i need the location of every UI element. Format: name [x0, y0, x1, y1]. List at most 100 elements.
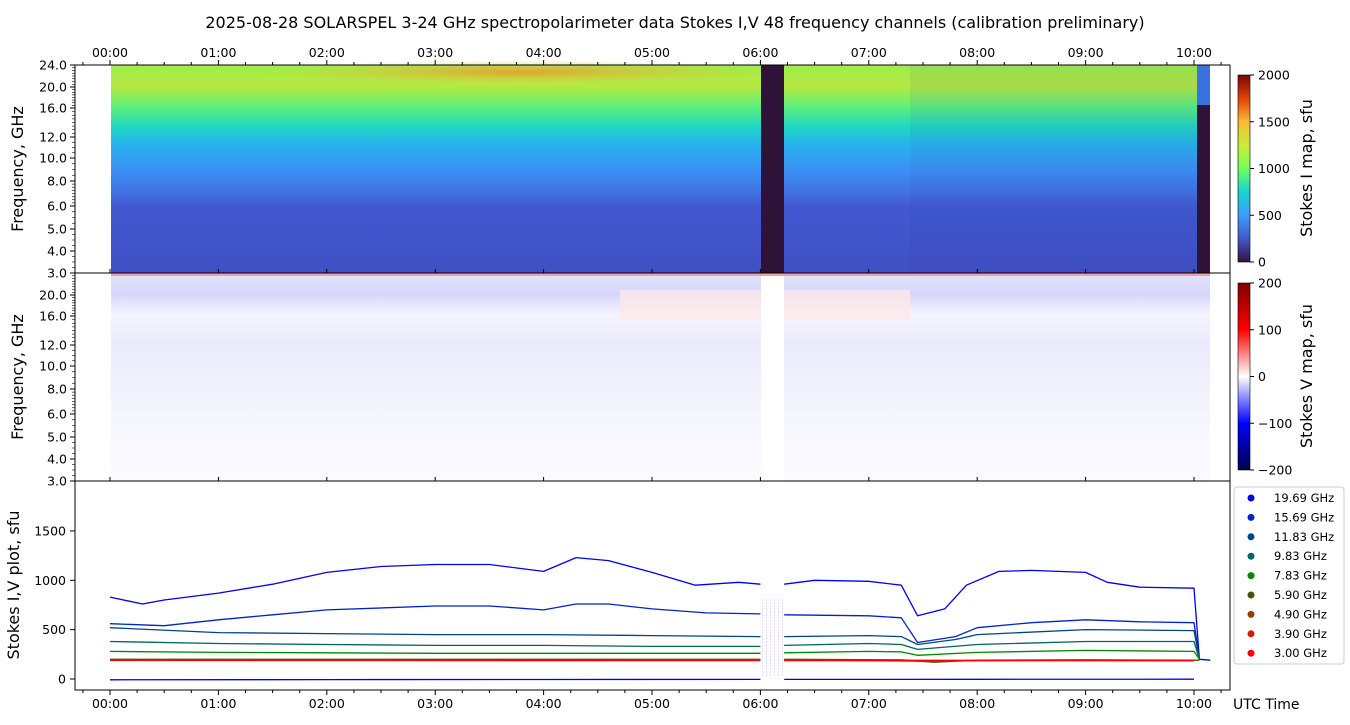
top-x-tick-label: 02:00	[309, 45, 345, 60]
legend-item: 19.69 GHz	[1247, 491, 1334, 505]
colorbar-tick-label: 0	[1258, 369, 1266, 384]
y-tick-label: 10.0	[39, 359, 67, 374]
top-x-tick-label: 09:00	[1068, 45, 1104, 60]
bottom-x-tick-label: 02:00	[309, 696, 345, 711]
top-x-tick-label: 06:00	[742, 45, 778, 60]
y-tick-label: 5.0	[47, 222, 67, 237]
legend-item: 4.90 GHz	[1247, 607, 1327, 621]
top-x-tick-label: 08:00	[959, 45, 995, 60]
legend-marker	[1247, 494, 1255, 502]
top-x-tick-label: 04:00	[526, 45, 562, 60]
y-tick-label: 24.0	[39, 58, 67, 73]
series-line-stokes-v	[109, 678, 1195, 681]
top-x-tick-label: 00:00	[92, 45, 128, 60]
legend-marker	[1247, 572, 1255, 580]
bottom-x-tick-label: 08:00	[959, 696, 995, 711]
legend-marker	[1247, 552, 1255, 560]
y-tick-label: 4.0	[47, 452, 67, 467]
legend-label: 4.90 GHz	[1274, 607, 1327, 621]
y-tick-label: 8.0	[47, 382, 67, 397]
stokes-i-map	[111, 65, 1210, 273]
colorbar-label: Stokes I map, sfu	[1297, 99, 1316, 237]
figure-title: 2025-08-28 SOLARSPEL 3-24 GHz spectropol…	[205, 13, 1144, 32]
stokes-i-enhancement	[260, 60, 780, 84]
stokes-i-heatmap	[74, 60, 1231, 274]
legend-label: 9.83 GHz	[1274, 549, 1327, 563]
colorbar-label: Stokes V map, sfu	[1297, 304, 1316, 448]
y-tick-label: 6.0	[47, 199, 67, 214]
series-line-9-83-ghz	[109, 640, 1201, 660]
y-tick-label: 16.0	[39, 309, 67, 324]
legend-marker	[1247, 630, 1255, 638]
y-tick-label: 0	[58, 672, 66, 687]
legend-label: 5.90 GHz	[1274, 588, 1327, 602]
colorbar-tick-label: 1500	[1258, 114, 1290, 129]
legend-marker	[1247, 513, 1255, 521]
legend-item: 9.83 GHz	[1247, 549, 1327, 563]
x-axis-label: UTC Time	[1233, 697, 1299, 713]
legend-item: 5.90 GHz	[1247, 588, 1327, 602]
y-tick-label: 3.0	[47, 474, 67, 489]
y-tick-label: 10.0	[39, 151, 67, 166]
y-tick-label: 1500	[34, 523, 66, 538]
series-line-15-69-ghz	[109, 603, 1201, 660]
data-gap-stripe	[761, 65, 784, 273]
colorbar-tick-label: 200	[1258, 276, 1282, 291]
top-x-tick-label: 03:00	[417, 45, 453, 60]
bottom-x-tick-label: 03:00	[417, 696, 453, 711]
y-tick-label: 3.0	[47, 266, 67, 281]
end-stripe-top	[1197, 65, 1210, 105]
legend-box	[1233, 486, 1345, 665]
bottom-x-tick-label: 10:00	[1176, 696, 1212, 711]
end-stripe	[1197, 105, 1210, 273]
top-x-tick-label: 07:00	[851, 45, 887, 60]
legend-label: 3.90 GHz	[1274, 627, 1327, 641]
bottom-x-tick-label: 00:00	[92, 696, 128, 711]
bottom-x-tick-label: 01:00	[200, 696, 236, 711]
colorbar-tick-label: 1000	[1258, 161, 1290, 176]
series-line-19-69-ghz	[109, 556, 1211, 661]
legend-label: 15.69 GHz	[1274, 510, 1334, 524]
y-tick-label: 12.0	[39, 130, 67, 145]
series-line-11-83-ghz	[109, 627, 1201, 660]
legend-label: 7.83 GHz	[1274, 569, 1327, 583]
bottom-x-tick-label: 07:00	[851, 696, 887, 711]
legend-marker	[1247, 591, 1255, 599]
bottom-x-tick-label: 05:00	[634, 696, 670, 711]
y-axis-label: Frequency, GHz	[8, 106, 27, 232]
legend-item: 7.83 GHz	[1247, 569, 1327, 583]
y-tick-label: 5.0	[47, 430, 67, 445]
y-tick-label: 500	[42, 622, 66, 637]
legend-item: 3.00 GHz	[1247, 646, 1327, 660]
top-x-tick-label: 10:00	[1176, 45, 1212, 60]
legend-label: 3.00 GHz	[1274, 646, 1327, 660]
y-axis-label: Stokes I,V plot, sfu	[4, 511, 23, 660]
colorbar-tick-label: −100	[1258, 416, 1292, 431]
y-tick-label: 12.0	[39, 338, 67, 353]
y-tick-label: 1000	[34, 573, 66, 588]
bottom-x-tick-label: 04:00	[526, 696, 562, 711]
legend-marker	[1247, 533, 1255, 541]
colorbar-tick-label: 0	[1258, 255, 1266, 270]
bottom-x-tick-label: 09:00	[1068, 696, 1104, 711]
top-x-tick-label: 01:00	[200, 45, 236, 60]
top-x-tick-label: 05:00	[634, 45, 670, 60]
legend-label: 19.69 GHz	[1274, 491, 1334, 505]
colorbar-tick-label: 500	[1258, 208, 1282, 223]
y-tick-label: 16.0	[39, 101, 67, 116]
stokes-line-plot	[74, 480, 1231, 691]
legend-item: 3.90 GHz	[1247, 627, 1327, 641]
stokes-v-red-band	[111, 273, 1210, 276]
stokes-i-colorbar	[1237, 74, 1251, 263]
bottom-x-tick-label: 06:00	[742, 696, 778, 711]
colorbar-tick-label: 100	[1258, 322, 1282, 337]
series-line-7-83-ghz	[109, 649, 1200, 660]
stokes-i-late-region	[910, 65, 1200, 273]
stokes-v-heatmap	[74, 272, 1231, 482]
legend-label: 11.83 GHz	[1274, 530, 1334, 544]
y-axis-label: Frequency, GHz	[8, 314, 27, 440]
legend-item: 11.83 GHz	[1247, 530, 1334, 544]
y-tick-label: 20.0	[39, 80, 67, 95]
